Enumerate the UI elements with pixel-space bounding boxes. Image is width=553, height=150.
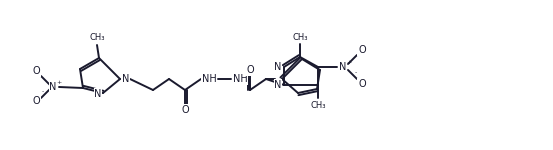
Text: CH₃: CH₃ bbox=[310, 100, 326, 109]
Text: N: N bbox=[122, 74, 130, 84]
Text: NH: NH bbox=[233, 74, 247, 84]
Text: N: N bbox=[274, 62, 281, 72]
Text: CH₃: CH₃ bbox=[89, 33, 105, 42]
Text: O: O bbox=[181, 105, 189, 115]
Text: -: - bbox=[355, 70, 357, 75]
Text: O: O bbox=[358, 45, 366, 55]
Text: N: N bbox=[274, 80, 281, 90]
Text: O: O bbox=[32, 96, 40, 106]
Text: N: N bbox=[49, 82, 57, 92]
Text: +: + bbox=[346, 60, 352, 64]
Text: +: + bbox=[56, 80, 61, 84]
Text: O: O bbox=[246, 65, 254, 75]
Text: N: N bbox=[95, 89, 102, 99]
Text: CH₃: CH₃ bbox=[292, 33, 308, 42]
Text: O: O bbox=[32, 66, 40, 76]
Text: N: N bbox=[340, 62, 347, 72]
Text: -: - bbox=[42, 90, 44, 94]
Text: NH: NH bbox=[202, 74, 216, 84]
Text: O: O bbox=[358, 79, 366, 89]
